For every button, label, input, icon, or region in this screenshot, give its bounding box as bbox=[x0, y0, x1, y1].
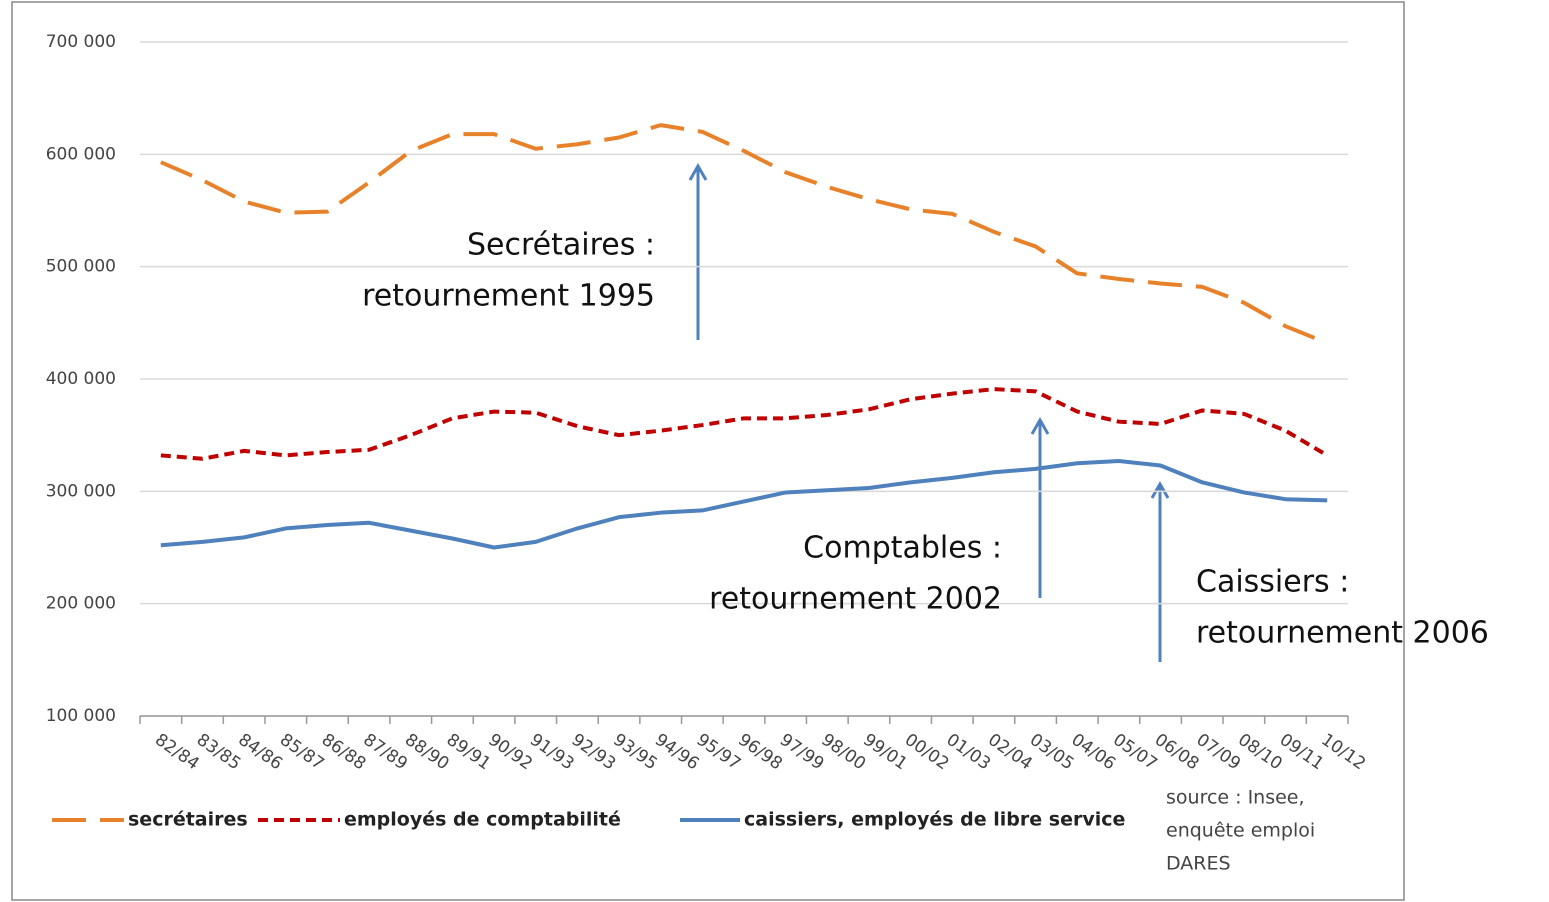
annotation: retournement 2006 bbox=[1196, 616, 1489, 651]
y-tick-label: 400 000 bbox=[46, 369, 116, 389]
x-tick-label: 87/89 bbox=[359, 730, 411, 774]
annotation: retournement 2002 bbox=[709, 582, 1002, 617]
series-line bbox=[160, 123, 1328, 345]
x-tick-label: 85/87 bbox=[276, 730, 328, 774]
chart-frame bbox=[11, 1, 1405, 901]
x-tick-label: 03/05 bbox=[1026, 730, 1078, 774]
x-tick-label: 90/92 bbox=[484, 730, 536, 774]
y-tick-label: 200 000 bbox=[46, 594, 116, 614]
x-tick-label: 07/09 bbox=[1192, 730, 1244, 774]
x-tick-label: 93/95 bbox=[609, 730, 661, 774]
x-tick-label: 96/98 bbox=[734, 730, 786, 774]
x-tick-label: 94/96 bbox=[651, 730, 703, 774]
y-tick-label: 300 000 bbox=[46, 481, 116, 501]
legend-label: caissiers, employés de libre service bbox=[744, 809, 1125, 831]
x-tick-label: 08/10 bbox=[1234, 730, 1286, 774]
y-tick-label: 500 000 bbox=[46, 257, 116, 277]
x-tick-label: 98/00 bbox=[818, 730, 870, 774]
x-tick-label: 09/11 bbox=[1276, 730, 1328, 774]
y-tick-label: 100 000 bbox=[46, 706, 116, 726]
x-tick-label: 00/02 bbox=[901, 730, 953, 774]
x-tick-label: 95/97 bbox=[693, 730, 745, 774]
x-tick-label: 06/08 bbox=[1151, 730, 1203, 774]
series-line bbox=[160, 459, 1328, 550]
x-tick-label: 02/04 bbox=[984, 730, 1036, 774]
annotation: Secrétaires : bbox=[467, 228, 655, 263]
x-tick-label: 04/06 bbox=[1068, 730, 1120, 774]
y-tick-label: 600 000 bbox=[46, 144, 116, 164]
x-tick-label: 84/86 bbox=[234, 730, 286, 774]
x-tick-label: 97/99 bbox=[776, 730, 828, 774]
legend-label: secrétaires bbox=[128, 809, 248, 831]
x-tick-label: 92/93 bbox=[568, 730, 620, 774]
x-tick-label: 01/03 bbox=[943, 730, 995, 774]
arrow-head bbox=[1030, 416, 1050, 435]
legend-label: employés de comptabilité bbox=[344, 809, 621, 831]
x-tick-label: 82/84 bbox=[151, 730, 203, 774]
x-tick-label: 10/12 bbox=[1317, 730, 1369, 774]
source-note: source : Insee, bbox=[1166, 787, 1305, 809]
arrows bbox=[688, 162, 1170, 662]
x-tick-label: 83/85 bbox=[193, 730, 245, 774]
x-tick-label: 88/90 bbox=[401, 730, 453, 774]
series-line bbox=[160, 387, 1329, 461]
arrow-head bbox=[688, 162, 708, 181]
x-tick-label: 91/93 bbox=[526, 730, 578, 774]
x-tick-label: 89/91 bbox=[443, 730, 495, 774]
x-tick-label: 86/88 bbox=[318, 730, 370, 774]
source-note: enquête emploi bbox=[1166, 820, 1315, 842]
annotation: retournement 1995 bbox=[362, 279, 655, 314]
annotation: Comptables : bbox=[803, 531, 1002, 566]
x-tick-label: 05/07 bbox=[1109, 730, 1161, 774]
arrow-head bbox=[1150, 480, 1170, 499]
annotation: Caissiers : bbox=[1196, 565, 1349, 600]
y-tick-label: 700 000 bbox=[46, 32, 116, 52]
x-tick-label: 99/01 bbox=[859, 730, 911, 774]
source-note: DARES bbox=[1166, 853, 1231, 875]
